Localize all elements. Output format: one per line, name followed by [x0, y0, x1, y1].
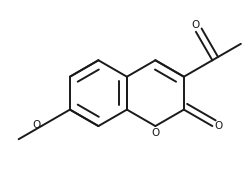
Text: O: O [192, 20, 200, 30]
Text: O: O [214, 121, 223, 131]
Text: O: O [151, 128, 160, 138]
Text: O: O [32, 120, 40, 130]
